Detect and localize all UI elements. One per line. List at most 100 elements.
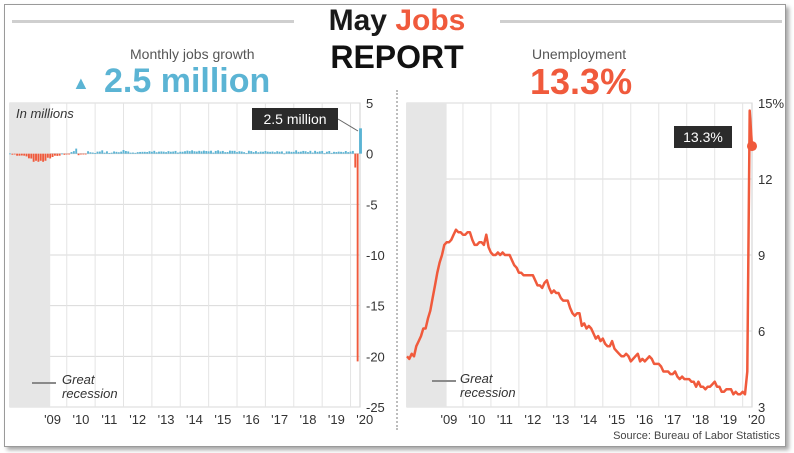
jobs-bar xyxy=(150,151,153,154)
jobs-bar xyxy=(110,152,113,154)
jobs-bar xyxy=(165,152,168,154)
jobs-bar xyxy=(240,151,243,154)
jobs-bar xyxy=(77,153,80,156)
jobs-bar xyxy=(337,151,340,154)
jobs-headline: 2.5 million xyxy=(104,62,271,100)
chart-frame xyxy=(4,4,786,447)
jobs-bar xyxy=(250,151,253,154)
jobs-bar xyxy=(325,151,328,154)
jobs-bar xyxy=(226,152,229,154)
jobs-x-ticks: '09 '10 '11 '12 '13 '14 '15 '16 '17 '18 '19 '20 xyxy=(44,412,373,427)
jobs-bar xyxy=(207,151,210,154)
jobs-bar xyxy=(108,152,111,154)
jobs-bar xyxy=(143,151,146,154)
jobs-bar xyxy=(195,151,198,154)
jobs-unit-note: In millions xyxy=(16,106,74,121)
jobs-bar xyxy=(20,153,23,156)
jobs-bar xyxy=(65,153,68,155)
jobs-bar xyxy=(359,128,362,154)
jobs-bar xyxy=(46,153,49,158)
jobs-bar xyxy=(309,150,312,154)
jobs-bar xyxy=(162,151,165,154)
panel-divider xyxy=(396,90,398,430)
jobs-bar xyxy=(347,152,350,154)
jobs-bar xyxy=(172,151,175,154)
jobs-bar xyxy=(13,153,16,155)
y-tick-label: 5 xyxy=(366,96,373,111)
jobs-bar xyxy=(271,151,274,154)
jobs-bar xyxy=(42,153,45,162)
jobs-bar xyxy=(264,151,267,154)
unemployment-grid xyxy=(406,102,753,408)
jobs-bar xyxy=(288,151,290,154)
jobs-bar xyxy=(18,153,21,156)
jobs-bar xyxy=(354,153,357,168)
jobs-bar xyxy=(27,153,30,159)
jobs-bar xyxy=(35,153,37,161)
jobs-bar xyxy=(302,150,305,154)
y-tick-label: 15% xyxy=(758,96,784,111)
jobs-bar xyxy=(167,151,170,154)
jobs-bar xyxy=(106,151,108,154)
jobs-bar xyxy=(58,153,61,156)
jobs-y-ticks: 5 0 -5 -10 -15 -20 -25 xyxy=(366,96,385,415)
x-tick-label: '09 xyxy=(440,412,457,427)
x-tick-label: '20 xyxy=(748,412,765,427)
x-tick-label: '16 xyxy=(636,412,653,427)
jobs-bar xyxy=(259,151,262,154)
y-tick-label: 12 xyxy=(758,172,772,187)
jobs-bar xyxy=(314,150,317,154)
jobs-bar xyxy=(276,151,279,154)
jobs-bar xyxy=(340,151,343,154)
jobs-bar xyxy=(221,150,224,154)
unemployment-recession-shade xyxy=(407,103,447,407)
jobs-bar xyxy=(37,153,40,162)
jobs-bar xyxy=(72,151,75,154)
y-tick-label: 6 xyxy=(758,324,765,339)
jobs-legend-line2: recession xyxy=(62,386,118,401)
jobs-bar xyxy=(243,152,246,154)
jobs-bar xyxy=(318,151,321,154)
jobs-bar xyxy=(278,151,281,154)
jobs-bar xyxy=(205,151,208,154)
jobs-bar xyxy=(299,151,302,154)
jobs-bar xyxy=(122,150,125,154)
unemployment-legend-line1: Great xyxy=(460,371,494,386)
jobs-bar xyxy=(219,151,222,154)
y-tick-label: -25 xyxy=(366,400,385,415)
jobs-bar xyxy=(262,151,264,154)
jobs-bar xyxy=(32,153,35,162)
jobs-bar xyxy=(236,152,238,154)
jobs-bar xyxy=(273,152,276,154)
unemployment-callout-label: 13.3% xyxy=(683,129,723,145)
jobs-bar xyxy=(115,151,118,154)
jobs-bar xyxy=(202,150,205,154)
jobs-bar xyxy=(285,151,288,154)
jobs-bar xyxy=(39,153,42,161)
jobs-bar xyxy=(184,151,186,154)
jobs-bar xyxy=(307,152,309,154)
x-tick-label: '17 xyxy=(271,412,288,427)
jobs-bar xyxy=(181,151,184,154)
jobs-bar xyxy=(217,150,220,154)
report-title: May Jobs xyxy=(0,3,794,39)
source-note: Source: Bureau of Labor Statistics xyxy=(613,430,780,442)
x-tick-label: '12 xyxy=(524,412,541,427)
jobs-bar xyxy=(49,153,52,159)
jobs-bar xyxy=(96,151,99,154)
jobs-bar xyxy=(281,151,283,154)
y-tick-label: 3 xyxy=(758,400,765,415)
jobs-bar xyxy=(344,151,347,154)
jobs-bar xyxy=(89,152,92,154)
y-tick-label: -20 xyxy=(366,349,385,364)
unemployment-line xyxy=(406,109,754,396)
jobs-bar xyxy=(87,151,89,154)
jobs-bar xyxy=(269,151,272,154)
up-arrow-icon: ▲ xyxy=(72,73,90,93)
x-tick-label: '11 xyxy=(497,412,513,427)
jobs-bar xyxy=(304,151,307,154)
jobs-bar xyxy=(238,151,241,154)
jobs-bar xyxy=(295,150,298,154)
jobs-bar xyxy=(56,153,59,156)
